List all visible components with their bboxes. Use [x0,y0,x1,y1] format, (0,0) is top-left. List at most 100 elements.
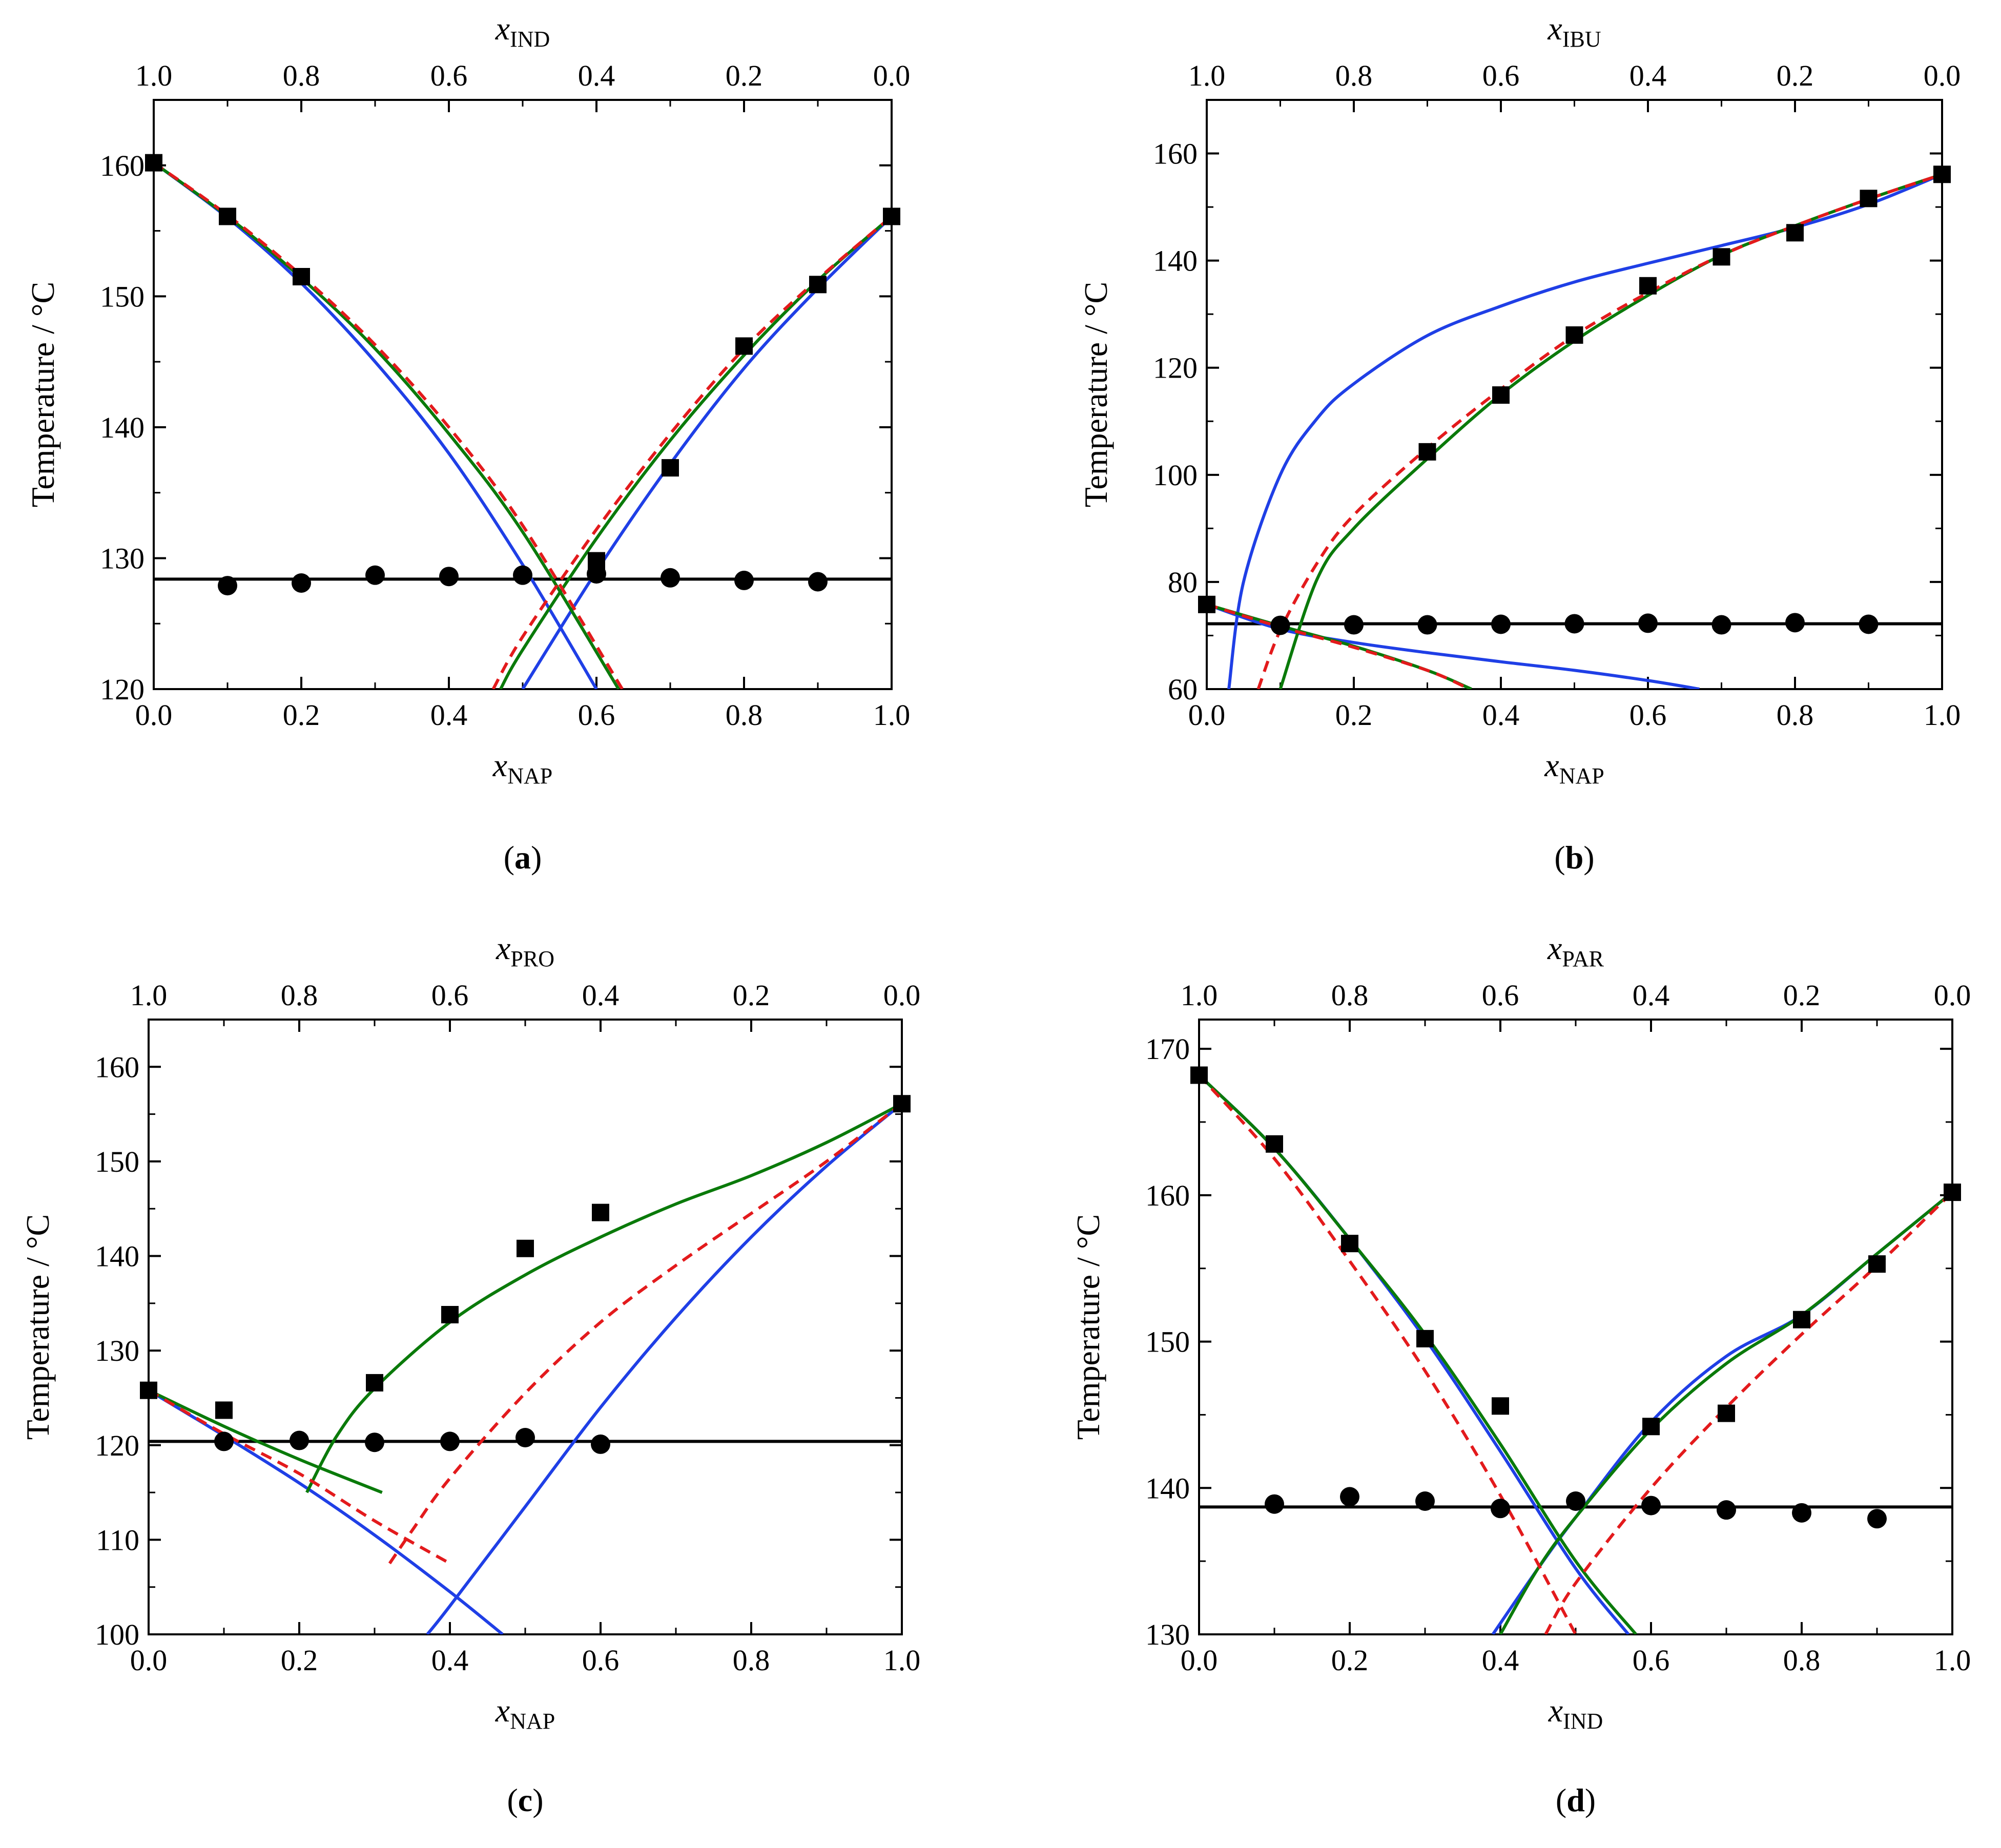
solidus-point [1270,615,1290,635]
liquidus-point [1786,224,1804,242]
solidus-point [1859,614,1879,634]
x2-tick-label: 0.0 [873,59,911,92]
liquidus-point [441,1306,459,1323]
liquidus-point [215,1401,233,1419]
solidus-point [1265,1494,1284,1514]
x2-axis-title-main: x [1547,10,1562,47]
y-tick-label: 80 [1168,566,1198,599]
x2-tick-label: 1.0 [135,59,173,92]
x-tick-label: 0.8 [1783,1644,1821,1677]
x2-axis-title-main: x [496,930,510,966]
liquidus-point [1860,190,1878,207]
y-axis-title: Temperature / °C [1070,1214,1106,1440]
y-tick-label: 130 [1145,1618,1190,1651]
liquidus-point [1933,165,1951,183]
y-tick-label: 120 [1153,351,1198,385]
x2-tick-label: 0.6 [430,59,468,92]
y-tick-label: 140 [100,411,145,444]
solidus-point [365,565,385,585]
solidus-point [1491,614,1511,634]
panel-label-close: ) [1583,839,1594,876]
x2-axis-title-sub: IBU [1562,27,1601,52]
x2-tick-label: 1.0 [1188,59,1226,92]
panel-a: 0.01.00.20.80.40.60.60.40.80.21.00.01201… [25,10,910,876]
x-axis-title-sub: NAP [1559,763,1604,788]
x-axis-title-main: x [1544,747,1559,783]
liquidus-point [1944,1183,1961,1201]
red-model-curve [1256,173,1942,689]
x-tick-label: 0.2 [281,1644,318,1677]
solidus-point [1717,1500,1736,1520]
liquidus-point [1418,443,1436,461]
x-tick-label: 1.0 [1924,698,1961,732]
liquidus-point [1793,1311,1810,1328]
x-tick-label: 0.4 [1482,698,1520,732]
x-axis-title-main: x [492,747,507,783]
x-tick-label: 0.8 [1777,698,1814,732]
solidus-point [1867,1509,1887,1529]
x-axis-title: xIND [1548,1692,1603,1734]
x2-tick-label: 0.4 [1633,979,1670,1012]
panel-label-letter: a [514,839,531,876]
y-tick-label: 160 [100,149,145,182]
y-tick-label: 150 [95,1145,139,1178]
solidus-point [661,568,680,588]
y-tick-label: 130 [95,1334,139,1367]
solidus-point [513,565,532,585]
blue-model-curve [426,1103,902,1634]
green-model-curve [305,1102,902,1493]
solidus-point [440,1431,460,1451]
x2-axis-title-main: x [1547,930,1562,966]
panel-label: (b) [1554,839,1594,876]
panel-b: 0.01.00.20.80.40.60.60.40.80.21.00.06080… [1078,10,1961,876]
x-axis-title-sub: NAP [510,1709,555,1734]
x-axis-title: xNAP [1544,747,1604,788]
liquidus-point [662,459,679,477]
green-model-curve [149,1388,383,1494]
x2-tick-label: 0.2 [1783,979,1821,1012]
liquidus-point [893,1095,911,1113]
y-axis-title: Temperature / °C [25,282,61,508]
x-tick-label: 0.6 [1633,1644,1670,1677]
x2-axis-title-sub: IND [510,27,550,52]
panel-c: 0.01.00.20.80.40.60.60.40.80.21.00.01001… [19,930,920,1818]
x-tick-label: 1.0 [873,698,911,732]
x2-tick-label: 0.6 [1482,59,1520,92]
x-tick-label: 1.0 [1934,1644,1971,1677]
x-tick-label: 0.2 [283,698,320,732]
solidus-point [1564,614,1584,634]
panel-label-close: ) [531,839,542,876]
x-tick-label: 0.4 [1482,1644,1519,1677]
solidus-point [1344,615,1364,635]
solidus-point [290,1430,309,1450]
liquidus-point [219,207,236,225]
solidus-point [1491,1499,1510,1519]
x-tick-label: 0.2 [1331,1644,1369,1677]
x2-tick-label: 0.2 [726,59,763,92]
x-tick-label: 0.8 [733,1644,770,1677]
y-axis-title: Temperature / °C [19,1214,56,1440]
x2-tick-label: 0.8 [1331,979,1369,1012]
y-tick-label: 120 [95,1429,139,1462]
liquidus-point [366,1374,383,1392]
x2-tick-label: 0.4 [582,979,620,1012]
x-tick-label: 0.6 [1629,698,1667,732]
liquidus-point [1713,248,1730,266]
liquidus-point [1718,1404,1735,1422]
solidus-point [591,1434,610,1454]
x2-tick-label: 1.0 [1181,979,1218,1012]
x-tick-label: 0.6 [578,698,615,732]
x2-tick-label: 0.4 [578,59,615,92]
panel-label-close: ) [532,1782,543,1818]
x2-tick-label: 0.0 [883,979,921,1012]
y-tick-label: 140 [1145,1471,1190,1505]
liquidus-point [1190,1066,1208,1084]
x-tick-label: 0.4 [430,698,468,732]
y-tick-label: 110 [96,1523,139,1556]
panel-label-open: ( [1554,839,1565,876]
liquidus-point [517,1239,534,1257]
y-tick-label: 160 [95,1050,139,1084]
solidus-point [808,572,828,592]
red-model-curve [1199,1074,1577,1634]
